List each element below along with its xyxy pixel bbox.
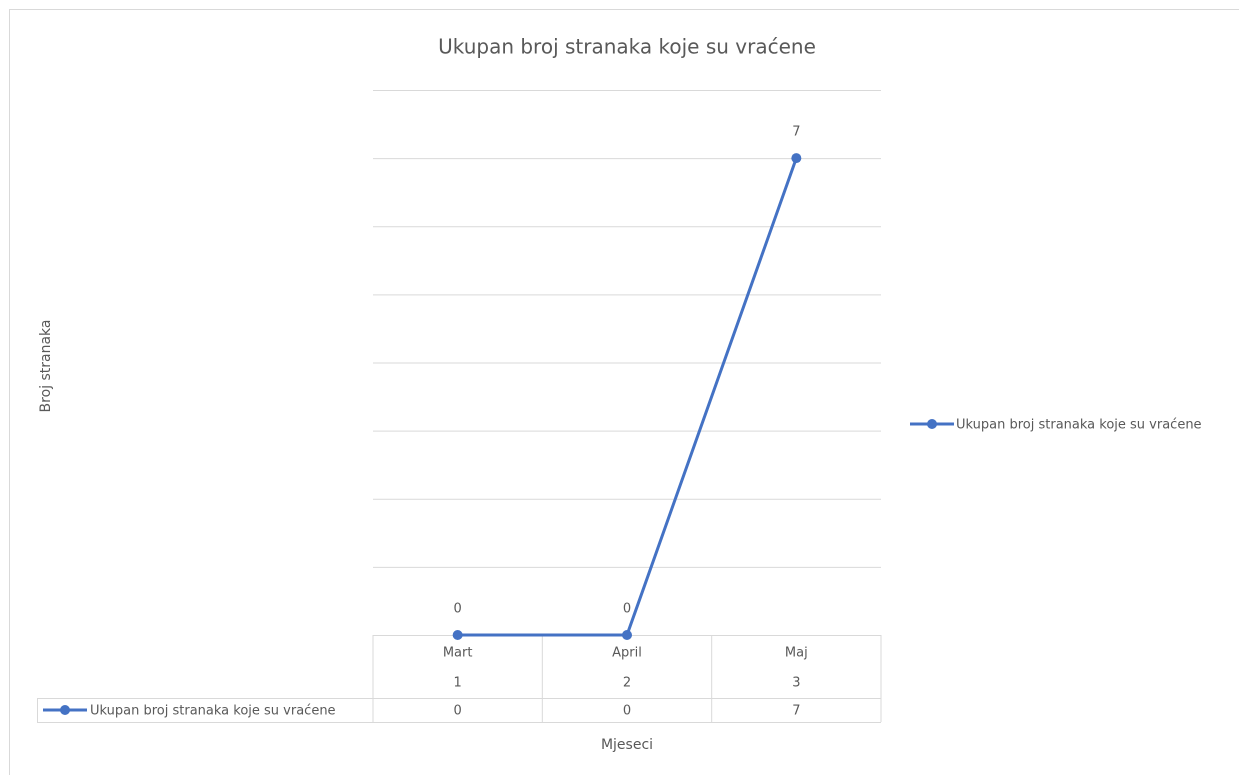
data-label: 0: [623, 602, 631, 617]
chart-border: [9, 9, 1239, 775]
x-tick-number: 3: [792, 676, 800, 691]
table-value: 7: [792, 704, 800, 719]
series-marker: [791, 153, 802, 164]
chart-title: Ukupan broj stranaka koje su vraćene: [438, 35, 816, 59]
x-tick-number: 1: [454, 676, 462, 691]
series-marker: [452, 630, 463, 640]
series-marker: [622, 630, 632, 640]
table-series-name: Ukupan broj stranaka koje su vraćene: [90, 704, 336, 719]
data-label: 0: [454, 602, 462, 617]
y-axis-label: Broj stranaka: [38, 320, 54, 413]
table-value: 0: [623, 704, 631, 719]
x-tick-number: 2: [623, 676, 631, 691]
x-tick-label: Maj: [785, 646, 808, 661]
data-label: 7: [792, 125, 800, 140]
legend-label: Ukupan broj stranaka koje su vraćene: [956, 418, 1202, 433]
x-tick-label: Mart: [443, 646, 473, 661]
table-legend-key-marker: [60, 705, 70, 715]
x-axis-label: Mjeseci: [601, 737, 653, 753]
legend-key-marker: [927, 419, 937, 429]
table-value: 0: [454, 704, 462, 719]
x-tick-label: April: [612, 646, 642, 661]
